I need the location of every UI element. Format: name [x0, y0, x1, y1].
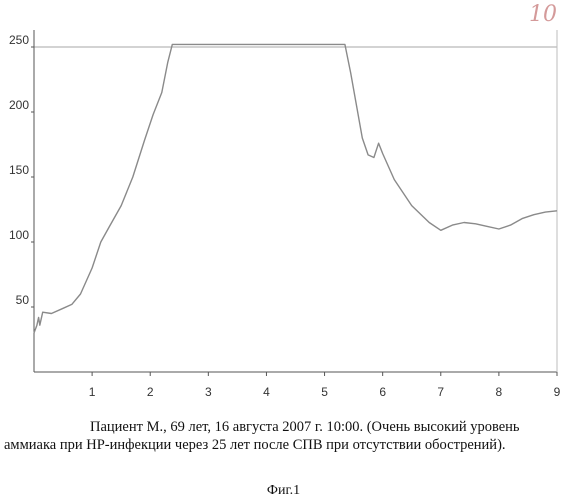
x-tick-label: 4	[263, 385, 270, 399]
y-tick-label: 250	[9, 33, 29, 47]
y-tick-label: 150	[9, 163, 29, 177]
data-series-line	[34, 44, 557, 333]
x-tick-label: 7	[437, 385, 444, 399]
y-tick-label: 50	[16, 293, 30, 307]
x-tick-label: 1	[89, 385, 96, 399]
x-tick-label: 3	[205, 385, 212, 399]
x-tick-label: 9	[554, 385, 561, 399]
y-tick-label: 100	[9, 228, 29, 242]
x-tick-label: 6	[379, 385, 386, 399]
x-axis-ticks: 1 2 3 4 5 6 7 8 9	[89, 372, 561, 399]
figure-caption: Пациент М., 69 лет, 16 августа 2007 г. 1…	[4, 418, 560, 454]
x-tick-label: 2	[147, 385, 154, 399]
y-axis-ticks: 50 100 150 200 250	[9, 33, 34, 307]
y-tick-label: 200	[9, 98, 29, 112]
line-chart: 50 100 150 200 250 1 2 3 4 5 6 7 8 9	[0, 0, 567, 410]
figure-label: Фиг.1	[0, 483, 567, 499]
x-tick-label: 5	[321, 385, 328, 399]
x-tick-label: 8	[496, 385, 503, 399]
